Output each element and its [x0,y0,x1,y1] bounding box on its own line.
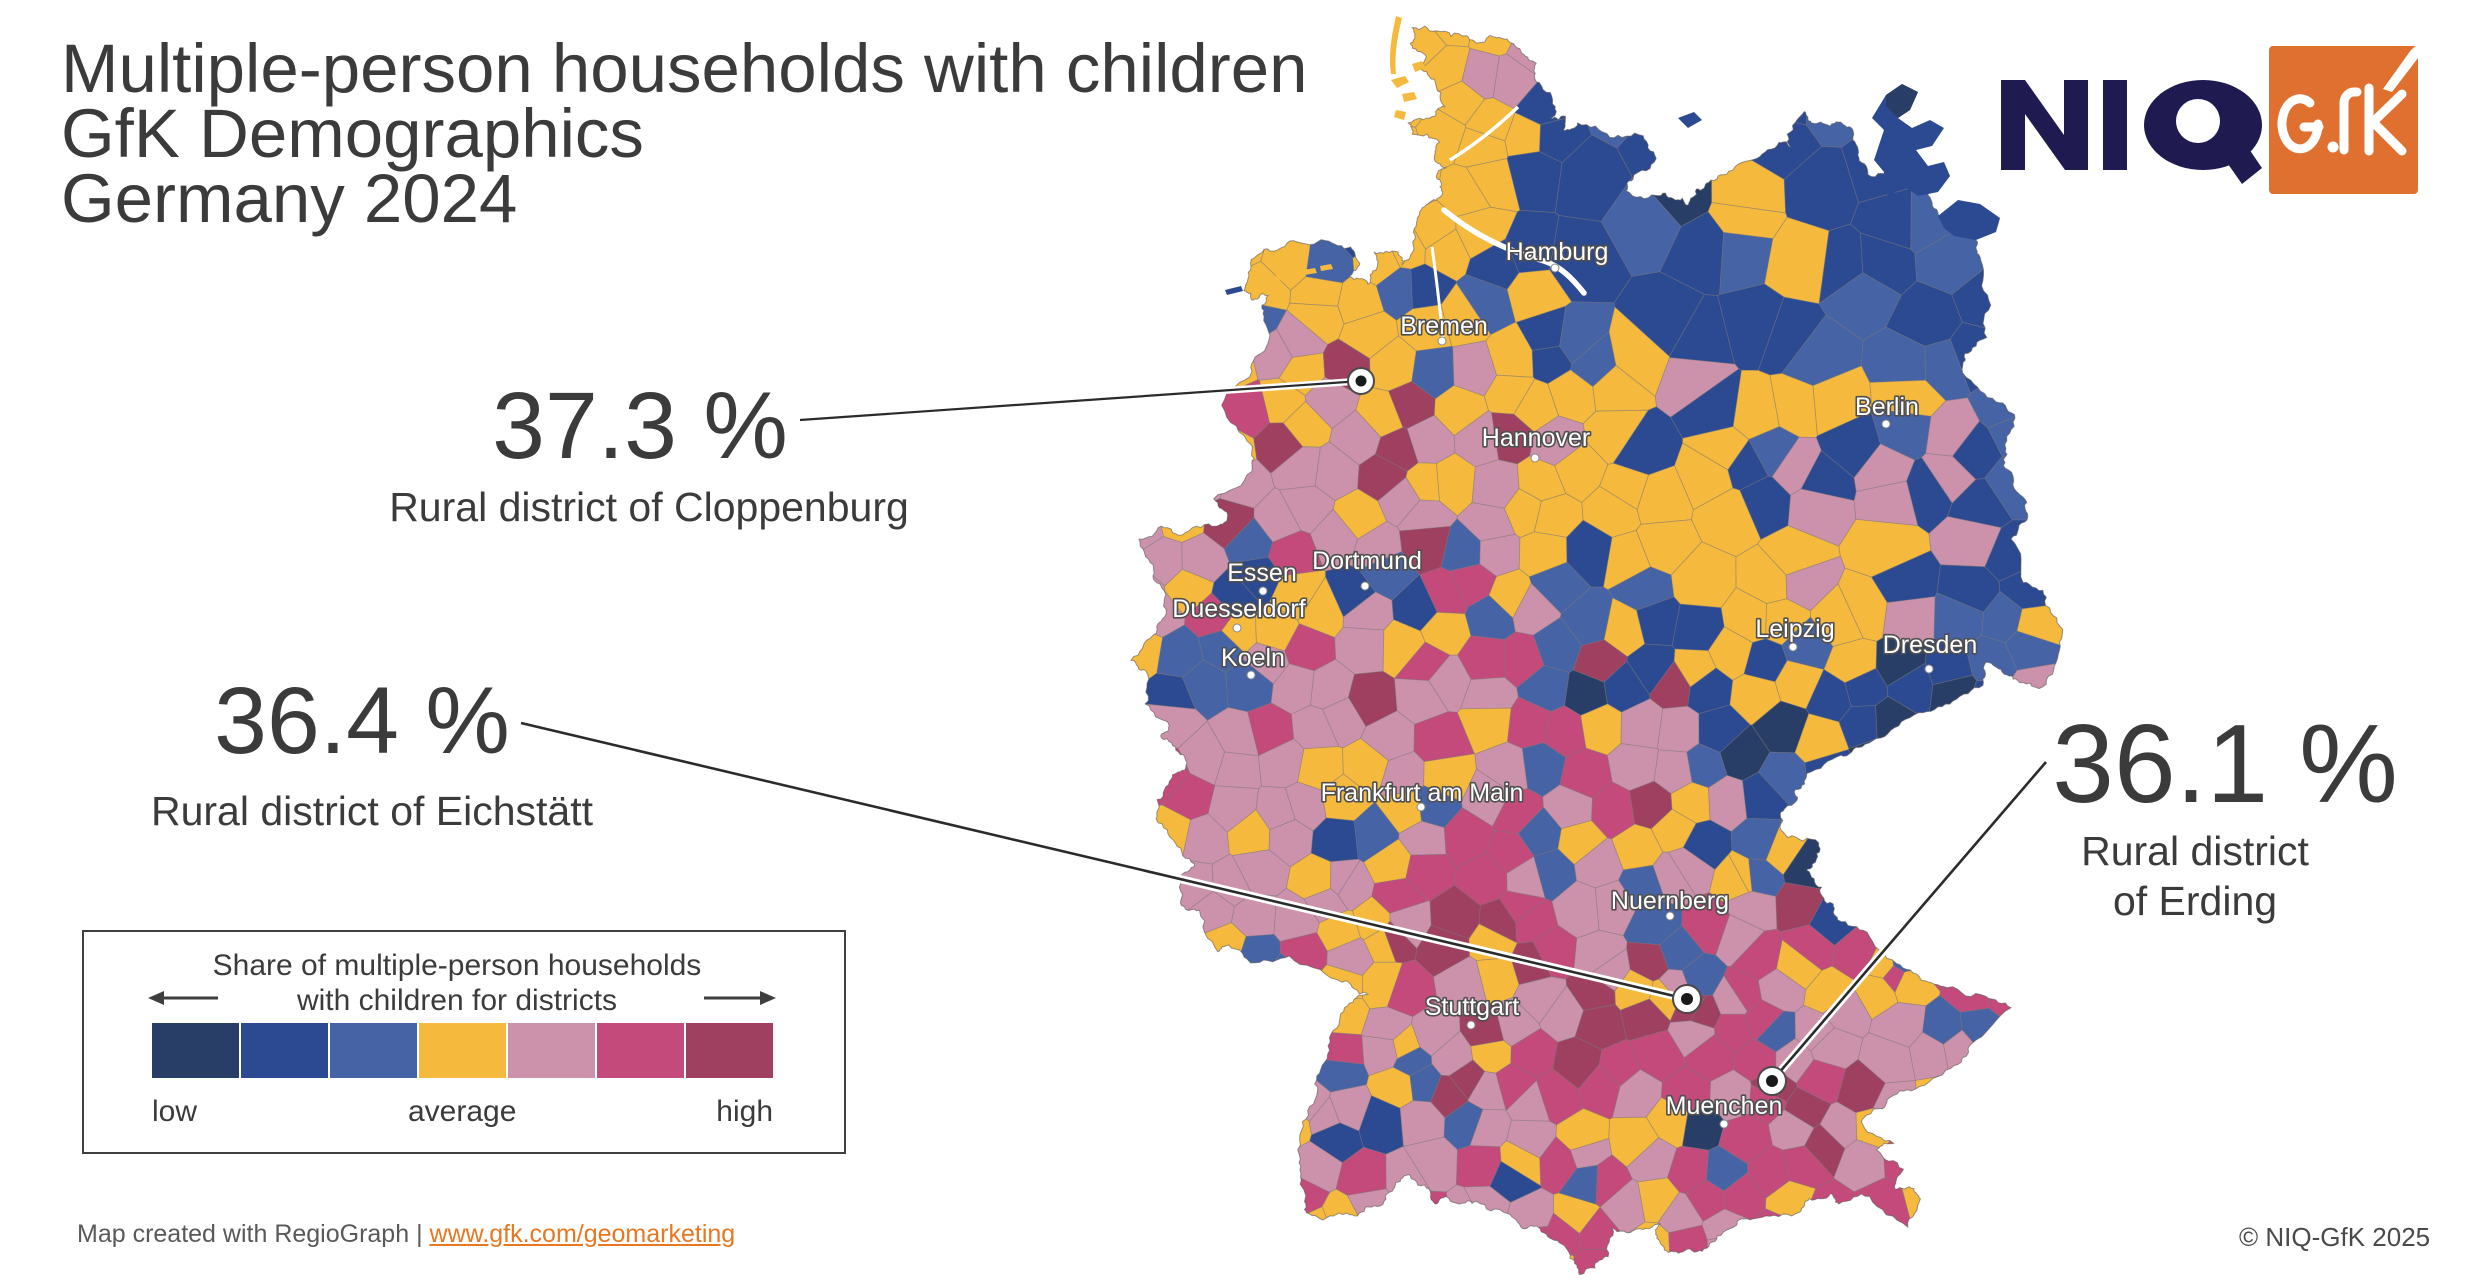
svg-text:Berlin: Berlin [1855,393,1919,421]
svg-text:Nuernberg: Nuernberg [1611,887,1729,915]
svg-text:Leipzig: Leipzig [1755,615,1834,643]
svg-text:Essen: Essen [1227,559,1296,587]
svg-text:Hamburg: Hamburg [1506,238,1609,266]
svg-text:Muenchen: Muenchen [1666,1092,1783,1120]
svg-text:Stuttgart: Stuttgart [1425,993,1520,1021]
svg-text:Dresden: Dresden [1883,631,1978,659]
svg-text:Dortmund: Dortmund [1312,547,1422,575]
svg-text:Frankfurt am Main: Frankfurt am Main [1321,779,1524,807]
svg-text:Duesseldorf: Duesseldorf [1172,595,1305,623]
svg-text:Bremen: Bremen [1400,312,1488,340]
svg-text:Koeln: Koeln [1221,644,1285,672]
svg-text:Hannover: Hannover [1482,424,1590,452]
